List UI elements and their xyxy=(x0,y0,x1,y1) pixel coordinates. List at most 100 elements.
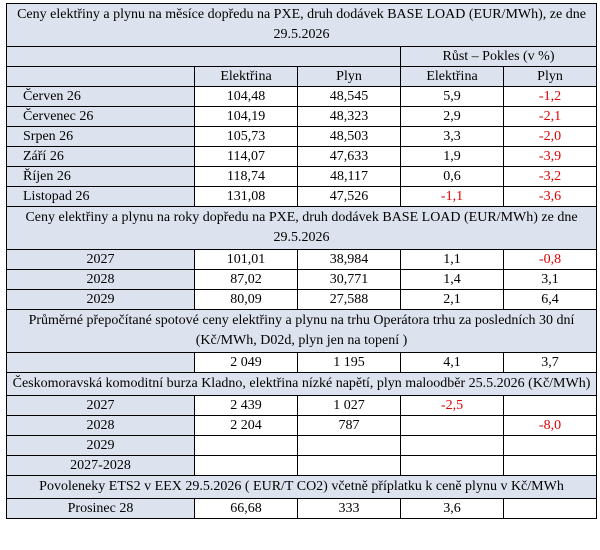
col-electricity: Elektřina xyxy=(194,66,298,87)
gas-value: 30,771 xyxy=(297,269,401,290)
table-row: 2028 87,02 30,771 1,4 3,1 xyxy=(6,269,597,290)
gas-change: -3,6 xyxy=(503,186,597,207)
gas-value: 38,984 xyxy=(297,249,401,270)
row-label: Prosinec 28 xyxy=(6,498,195,519)
electricity-value: 131,08 xyxy=(194,186,298,207)
col-gas: Plyn xyxy=(297,66,401,87)
electricity-change: 1,1 xyxy=(400,249,504,270)
gas-change: -2,1 xyxy=(503,106,597,127)
section2-title: Ceny elektřiny a plynu na roky dopředu n… xyxy=(6,206,597,250)
gas-change: 6,4 xyxy=(503,289,597,310)
gas-value: 47,526 xyxy=(297,186,401,207)
section3-title: Průměrné přepočítané spotové ceny elektř… xyxy=(6,309,597,353)
electricity-change xyxy=(400,415,504,436)
gas-value xyxy=(297,455,401,476)
row-label: Listopad 26 xyxy=(6,186,195,207)
electricity-change: 0,6 xyxy=(400,166,504,187)
electricity-value: 87,02 xyxy=(194,269,298,290)
table-row: 2027-2028 xyxy=(6,455,597,476)
row-label: 2027-2028 xyxy=(6,455,195,476)
electricity-value: 2 049 xyxy=(194,352,298,373)
table-row: Září 26 114,07 47,633 1,9 -3,9 xyxy=(6,146,597,167)
section1-title: Ceny elektřiny a plynu na měsíce dopředu… xyxy=(6,3,597,47)
electricity-change: 3,3 xyxy=(400,126,504,147)
gas-change xyxy=(503,395,597,416)
gas-change xyxy=(503,498,597,519)
row-label: Srpen 26 xyxy=(6,126,195,147)
row-label: 2029 xyxy=(6,289,195,310)
gas-change: -8,0 xyxy=(503,415,597,436)
table-row: Červen 26 104,48 48,545 5,9 -1,2 xyxy=(6,86,597,107)
electricity-change: 1,9 xyxy=(400,146,504,167)
gas-change: 3,7 xyxy=(503,352,597,373)
gas-change: -0,8 xyxy=(503,249,597,270)
gas-value: 48,323 xyxy=(297,106,401,127)
col-change-electricity: Elektřina xyxy=(400,66,504,87)
electricity-change: 5,9 xyxy=(400,86,504,107)
section1-change-header-row: Růst – Pokles (v %) xyxy=(6,46,597,67)
section2-title-row: Ceny elektřiny a plynu na roky dopředu n… xyxy=(6,206,597,250)
gas-change xyxy=(503,435,597,456)
electricity-change: 2,9 xyxy=(400,106,504,127)
electricity-change: -1,1 xyxy=(400,186,504,207)
table-row: Listopad 26 131,08 47,526 -1,1 -3,6 xyxy=(6,186,597,207)
section4-title-row: Českomoravská komoditní burza Kladno, el… xyxy=(6,372,597,396)
table-row: 2029 xyxy=(6,435,597,456)
table-row: 2029 80,09 27,588 2,1 6,4 xyxy=(6,289,597,310)
col-change-gas: Plyn xyxy=(503,66,597,87)
table-row: Červenec 26 104,19 48,323 2,9 -2,1 xyxy=(6,106,597,127)
row-label: Září 26 xyxy=(6,146,195,167)
electricity-value xyxy=(194,435,298,456)
row-label: 2029 xyxy=(6,435,195,456)
table-row: 2027 2 439 1 027 -2,5 xyxy=(6,395,597,416)
table-row: 2028 2 204 787 -8,0 xyxy=(6,415,597,436)
electricity-change: 1,4 xyxy=(400,269,504,290)
row-label: Říjen 26 xyxy=(6,166,195,187)
electricity-value: 104,19 xyxy=(194,106,298,127)
table-row: Prosinec 28 66,68 333 3,6 xyxy=(6,498,597,519)
electricity-change: 2,1 xyxy=(400,289,504,310)
electricity-value: 80,09 xyxy=(194,289,298,310)
electricity-change: -2,5 xyxy=(400,395,504,416)
electricity-change: 3,6 xyxy=(400,498,504,519)
table-row: Říjen 26 118,74 48,117 0,6 -3,2 xyxy=(6,166,597,187)
gas-value: 787 xyxy=(297,415,401,436)
change-header: Růst – Pokles (v %) xyxy=(400,46,597,67)
price-table: Ceny elektřiny a plynu na měsíce dopředu… xyxy=(6,3,597,519)
section5-title: Povoleneky ETS2 v EEX 29.5.2026 ( EUR/T … xyxy=(6,475,597,499)
gas-value: 48,503 xyxy=(297,126,401,147)
table-row: 2027 101,01 38,984 1,1 -0,8 xyxy=(6,249,597,270)
electricity-change xyxy=(400,435,504,456)
gas-change: -3,2 xyxy=(503,166,597,187)
row-label: Červen 26 xyxy=(6,86,195,107)
gas-value xyxy=(297,435,401,456)
section5-title-row: Povoleneky ETS2 v EEX 29.5.2026 ( EUR/T … xyxy=(6,475,597,499)
gas-change: -1,2 xyxy=(503,86,597,107)
gas-value: 27,588 xyxy=(297,289,401,310)
gas-value: 1 027 xyxy=(297,395,401,416)
table-row: Srpen 26 105,73 48,503 3,3 -2,0 xyxy=(6,126,597,147)
electricity-value: 101,01 xyxy=(194,249,298,270)
gas-value: 48,545 xyxy=(297,86,401,107)
electricity-value: 105,73 xyxy=(194,126,298,147)
electricity-value: 104,48 xyxy=(194,86,298,107)
electricity-change: 4,1 xyxy=(400,352,504,373)
gas-change: -2,0 xyxy=(503,126,597,147)
section3-title-row: Průměrné přepočítané spotové ceny elektř… xyxy=(6,309,597,353)
gas-change: -3,9 xyxy=(503,146,597,167)
electricity-value xyxy=(194,455,298,476)
gas-value: 47,633 xyxy=(297,146,401,167)
electricity-value: 2 439 xyxy=(194,395,298,416)
row-label: 2028 xyxy=(6,415,195,436)
table-row: 2 049 1 195 4,1 3,7 xyxy=(6,352,597,373)
gas-change xyxy=(503,455,597,476)
electricity-change xyxy=(400,455,504,476)
section4-title: Českomoravská komoditní burza Kladno, el… xyxy=(6,372,597,396)
electricity-value: 2 204 xyxy=(194,415,298,436)
gas-value: 333 xyxy=(297,498,401,519)
electricity-value: 118,74 xyxy=(194,166,298,187)
gas-value: 1 195 xyxy=(297,352,401,373)
row-label: 2028 xyxy=(6,269,195,290)
electricity-value: 114,07 xyxy=(194,146,298,167)
row-label: 2027 xyxy=(6,249,195,270)
